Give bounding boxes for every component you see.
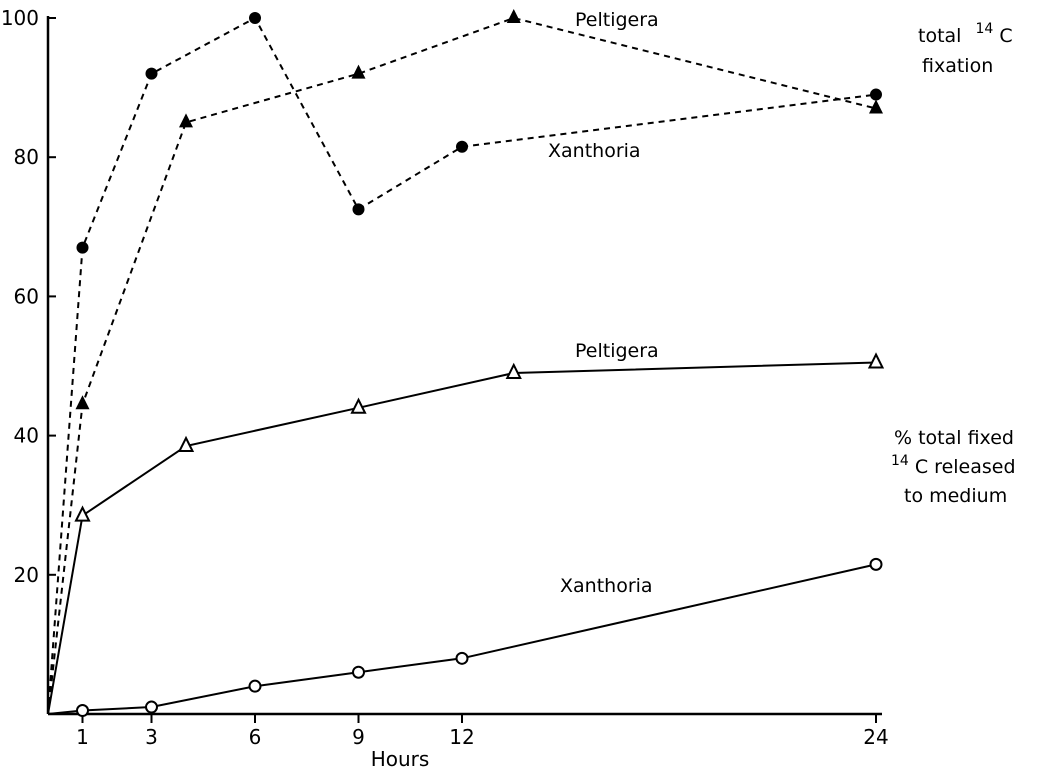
y-tick-label-2: 60 [14, 284, 39, 308]
annotation-total-suffix: C [999, 25, 1012, 47]
series-layer [47, 16, 877, 715]
annotation-released-line2: 14 C released [891, 448, 1016, 478]
series-0-point-1 [75, 395, 90, 410]
y-tick-label-3: 80 [14, 145, 39, 169]
series-0-point-3 [351, 64, 366, 79]
label-xanthoria-fixation: Xanthoria [548, 140, 641, 162]
y-ticks: 20 40 60 80 100 [1, 6, 56, 587]
x-tick-label-4: 12 [449, 725, 474, 749]
x-tick-label-5: 24 [863, 725, 888, 749]
series-2-point-3 [350, 397, 367, 414]
label-xanthoria-released: Xanthoria [560, 575, 653, 597]
series-0-point-5 [869, 99, 883, 114]
series-1-point-2 [145, 67, 158, 80]
series-1-point-3 [249, 12, 261, 24]
series-1-point-6 [870, 88, 882, 101]
x-tick-label-2: 6 [249, 725, 262, 749]
series-1-point-5 [456, 140, 468, 153]
series-line-3 [47, 563, 877, 715]
series-0-point-2 [179, 113, 193, 128]
series-2-point-1 [74, 505, 91, 522]
series-line-2 [47, 361, 877, 715]
series-2-point-4 [505, 362, 522, 379]
series-2-point-5 [867, 352, 885, 369]
y-tick-label-4: 100 [1, 6, 39, 30]
annotation-released-sup: 14 [891, 453, 909, 469]
annotation-total-sup: 14 [976, 21, 994, 37]
series-3-point-4 [352, 665, 365, 679]
y-tick-label-0: 20 [14, 563, 39, 587]
annotation-released-suffix: C released [915, 456, 1016, 478]
annotation-total-prefix: total [918, 25, 961, 47]
annotation-released-line3: to medium [904, 485, 1007, 507]
series-3-point-1 [76, 704, 89, 718]
marker-layer [74, 9, 885, 718]
series-2-point-2 [177, 435, 195, 453]
series-3-point-6 [869, 557, 883, 571]
series-3-point-2 [145, 700, 158, 714]
annotation-total-fixation-line2: fixation [922, 55, 993, 77]
x-ticks: 1 3 6 9 12 24 [76, 714, 889, 749]
axes [46, 16, 882, 716]
label-peltigera-released: Peltigera [575, 340, 659, 362]
series-3-point-5 [455, 651, 469, 665]
y-tick-label-1: 40 [14, 424, 39, 448]
x-tick-label-0: 1 [76, 725, 89, 749]
x-tick-label-3: 9 [352, 725, 365, 749]
x-tick-label-1: 3 [145, 725, 158, 749]
x-axis-title: Hours [371, 747, 430, 771]
label-peltigera-fixation: Peltigera [575, 9, 659, 31]
series-1-point-4 [352, 203, 365, 216]
series-1-point-1 [76, 241, 89, 254]
annotation-total-fixation-line1: total 14 C [918, 16, 1013, 47]
series-0-point-4 [506, 9, 521, 23]
annotation-released-line1: % total fixed [894, 427, 1014, 449]
series-3-point-3 [248, 679, 262, 693]
